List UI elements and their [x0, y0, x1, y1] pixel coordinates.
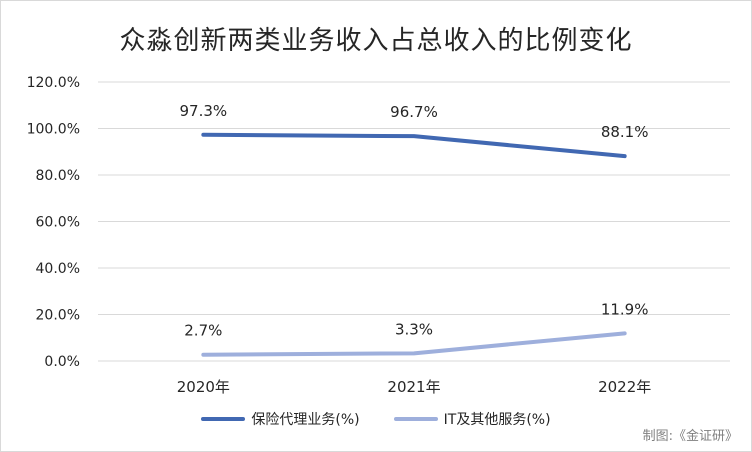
x-tick-label: 2021年 — [387, 378, 440, 396]
gridlines — [98, 81, 730, 362]
data-label: 96.7% — [390, 103, 438, 121]
legend-label-it: IT及其他服务(%) — [443, 412, 551, 428]
legend-item-it: IT及其他服务(%) — [393, 409, 551, 429]
y-axis-ticks: 0.0% 20.0% 40.0% 60.0% 80.0% 100.0% 120.0% — [27, 75, 80, 370]
legend-item-insurance: 保险代理业务(%) — [201, 409, 360, 429]
data-label: 88.1% — [601, 123, 649, 141]
series-line-1 — [201, 331, 627, 357]
legend-swatch-it — [393, 417, 438, 421]
x-axis-ticks: 2020年 2021年 2022年 — [177, 378, 652, 396]
y-tick-label: 100.0% — [27, 122, 80, 138]
x-tick-label: 2020年 — [177, 378, 230, 396]
y-tick-label: 60.0% — [36, 215, 80, 231]
y-tick-label: 120.0% — [27, 75, 80, 91]
legend: 保险代理业务(%) IT及其他服务(%) — [0, 409, 752, 429]
data-label: 11.9% — [601, 300, 649, 318]
data-label: 2.7% — [184, 322, 222, 340]
data-labels: 97.3% 96.7% 88.1% 2.7% 3.3% 11.9% — [180, 102, 649, 340]
y-tick-label: 80.0% — [36, 168, 80, 184]
y-tick-label: 0.0% — [44, 354, 80, 370]
y-tick-label: 40.0% — [36, 261, 80, 277]
data-label: 97.3% — [180, 102, 228, 120]
chart-title: 众淼创新两类业务收入占总收入的比例变化 — [119, 26, 633, 56]
series-line-0 — [201, 132, 627, 159]
series-lines — [201, 132, 627, 357]
legend-swatch-insurance — [201, 417, 246, 421]
data-label: 3.3% — [395, 320, 433, 338]
legend-label-insurance: 保险代理业务(%) — [251, 412, 360, 428]
x-tick-label: 2022年 — [598, 378, 651, 396]
credit-text: 制图:《金证研》 — [642, 429, 738, 444]
y-tick-label: 20.0% — [36, 308, 80, 324]
